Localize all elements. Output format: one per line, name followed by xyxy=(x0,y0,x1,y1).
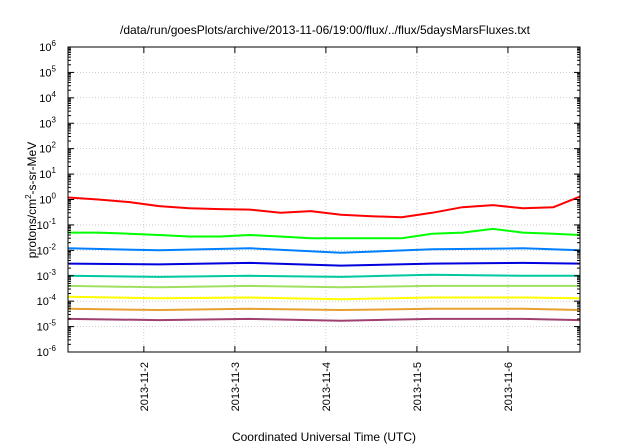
x-tick-labels: 2013-11-2 2013-11-3 2013-11-4 2013-11-5 2013… xyxy=(139,362,515,411)
series-line-5 xyxy=(67,273,580,278)
series-group xyxy=(67,195,581,322)
y-tick-exp: -4 xyxy=(49,293,57,302)
series-line-6 xyxy=(67,284,580,289)
y-tick-exp: -5 xyxy=(49,319,57,328)
y-tick-label: 10-6 xyxy=(37,344,57,359)
y-tick-label: 10-2 xyxy=(37,242,57,257)
y-tick-label: 102 xyxy=(39,141,56,156)
y-tick-exp: -3 xyxy=(49,268,57,277)
y-tick-base: 10 xyxy=(37,296,49,308)
chart-title: /data/run/goesPlots/archive/2013-11-06/1… xyxy=(120,23,531,37)
y-tick-base: 10 xyxy=(39,67,51,79)
x-tick-label: 2013-11-3 xyxy=(230,362,242,411)
y-tick-base: 10 xyxy=(39,144,51,156)
y-tick-exp: 1 xyxy=(52,166,57,175)
series-line-9 xyxy=(67,317,581,322)
y-axis-label-after: -s-sr-MeV xyxy=(25,142,39,195)
y-tick-exp: 4 xyxy=(52,90,57,99)
y-tick-label: 10-4 xyxy=(37,293,57,308)
y-tick-exp: 6 xyxy=(52,39,57,48)
y-tick-label: 10-1 xyxy=(37,217,57,232)
y-tick-label: 100 xyxy=(39,192,56,207)
series-line-8 xyxy=(67,307,581,311)
x-tick-label: 2013-11-4 xyxy=(321,362,333,411)
plot-area xyxy=(67,46,581,353)
y-tick-label: 106 xyxy=(39,39,56,54)
x-tick-label: 2013-11-5 xyxy=(412,362,424,411)
series-line-7 xyxy=(67,295,581,301)
y-tick-base: 10 xyxy=(39,169,51,181)
series-line-2 xyxy=(68,227,581,240)
series-line-1 xyxy=(67,195,581,219)
y-tick-base: 10 xyxy=(39,118,51,130)
y-tick-exp: 3 xyxy=(52,115,57,124)
y-tick-exp: 2 xyxy=(52,141,57,150)
series-line-3 xyxy=(67,247,581,254)
y-tick-base: 10 xyxy=(37,220,49,232)
x-tick-label: 2013-11-6 xyxy=(503,362,515,411)
y-axis-label-before: protons/cm xyxy=(25,199,39,258)
y-tick-exp: -2 xyxy=(49,242,57,251)
y-tick-label: 105 xyxy=(39,64,56,79)
y-tick-exp: -6 xyxy=(49,344,57,353)
series-line-4 xyxy=(67,261,581,267)
y-tick-exp: 5 xyxy=(52,64,57,73)
y-tick-label: 10-5 xyxy=(37,319,57,334)
y-tick-label: 103 xyxy=(39,115,56,130)
y-tick-exp: 0 xyxy=(52,192,57,201)
y-tick-base: 10 xyxy=(37,347,49,359)
y-tick-base: 10 xyxy=(37,245,49,257)
y-tick-base: 10 xyxy=(39,42,51,54)
y-tick-label: 104 xyxy=(39,90,56,105)
y-tick-labels: 10-610-510-410-310-210-11001011021031041… xyxy=(37,39,57,359)
plot-border xyxy=(67,46,581,353)
x-axis-label: Coordinated Universal Time (UTC) xyxy=(232,430,416,444)
x-tick-label: 2013-11-2 xyxy=(139,362,151,411)
y-tick-label: 101 xyxy=(39,166,56,181)
y-tick-label: 10-3 xyxy=(37,268,57,283)
y-axis-label-sup: 2 xyxy=(24,194,33,199)
y-tick-exp: -1 xyxy=(49,217,57,226)
y-tick-base: 10 xyxy=(37,322,49,334)
y-axis-label: protons/cm2-s-sr-MeV xyxy=(24,142,39,258)
y-tick-base: 10 xyxy=(37,271,49,283)
y-tick-base: 10 xyxy=(39,195,51,207)
y-tick-base: 10 xyxy=(39,93,51,105)
